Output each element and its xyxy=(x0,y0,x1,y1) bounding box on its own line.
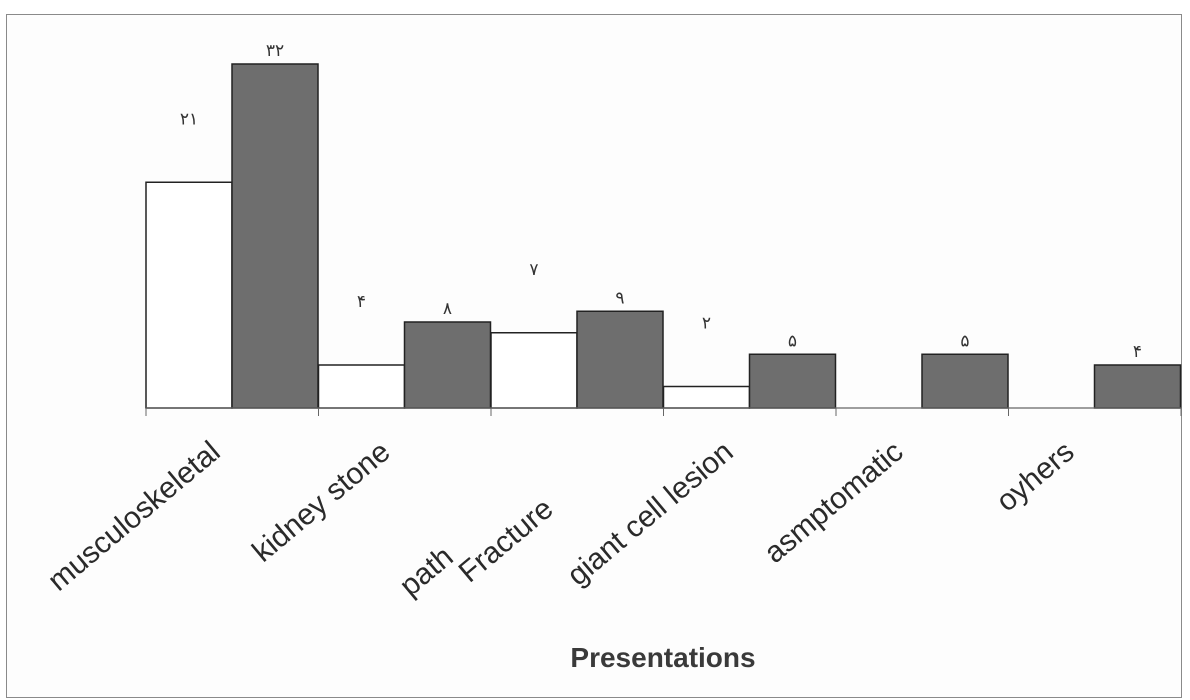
data-label: ۳۲ xyxy=(266,41,284,61)
bar-series1-2 xyxy=(490,332,578,409)
bar-series2-2 xyxy=(576,310,664,409)
bar-series1-0 xyxy=(145,181,233,409)
data-label: ۴ xyxy=(357,292,366,312)
bars-group xyxy=(145,63,1182,409)
data-label: ۲۱ xyxy=(180,109,198,129)
data-label: ۷ xyxy=(529,260,538,280)
bar-series2-3 xyxy=(748,353,837,409)
bar-series2-5 xyxy=(1093,364,1182,409)
bar-series2-1 xyxy=(403,321,492,409)
x-axis xyxy=(145,407,1182,416)
x-axis-title: Presentations xyxy=(570,642,755,673)
category-label: Fracture xyxy=(453,492,560,589)
data-labels-group: ۲۱ ۴ ۷ ۲ ۳۲ ۸ ۹ ۵ ۵ ۴ xyxy=(180,41,1142,362)
category-label: oyhers xyxy=(990,435,1080,518)
data-label: ۴ xyxy=(1133,342,1142,362)
category-label: path xyxy=(394,540,460,603)
category-label: asmptomatic xyxy=(758,435,909,570)
data-label: ۹ xyxy=(615,288,624,308)
bar-series1-3 xyxy=(662,385,751,409)
bar-series2-4 xyxy=(921,353,1009,409)
category-label: musculoskeletal xyxy=(42,435,227,597)
data-label: ۸ xyxy=(443,299,452,319)
bar-series2-0 xyxy=(231,63,319,409)
data-label: ۵ xyxy=(960,331,969,351)
category-label: kidney stone xyxy=(246,435,396,569)
category-label: giant cell lesion xyxy=(561,435,739,592)
data-label: ۵ xyxy=(788,331,797,351)
bar-series1-1 xyxy=(317,364,406,409)
data-label: ۲ xyxy=(702,314,711,334)
